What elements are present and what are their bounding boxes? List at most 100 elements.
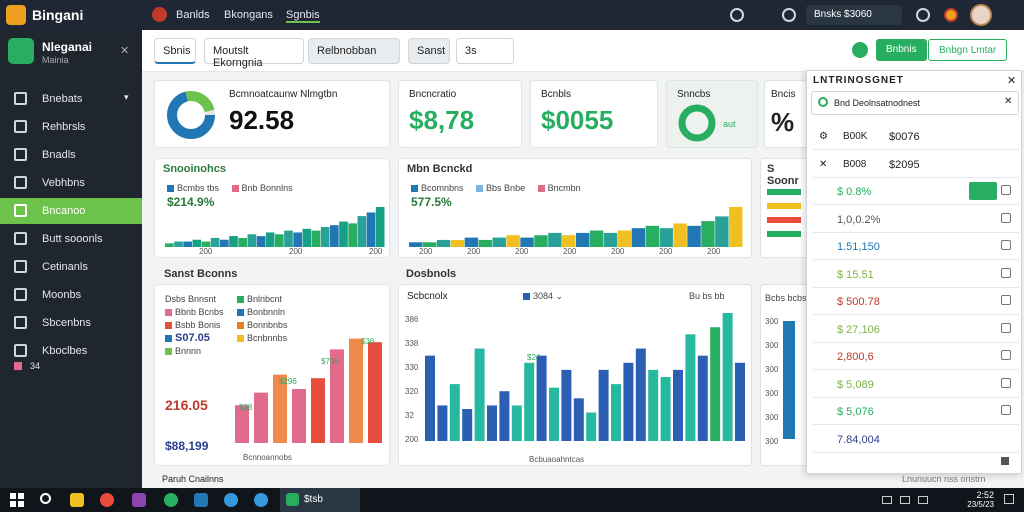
bar xyxy=(573,398,584,441)
legend-swatch xyxy=(523,293,530,301)
panel-row-label: B008 xyxy=(843,158,867,170)
panel-row[interactable]: 2,800,6 xyxy=(813,343,1019,370)
notifications-icon[interactable] xyxy=(1004,494,1014,504)
row-checkbox[interactable] xyxy=(1001,377,1011,388)
row-checkbox[interactable] xyxy=(1001,295,1011,305)
panel-row[interactable]: B008 ✕ $2095 xyxy=(813,151,1019,178)
mail-icon[interactable] xyxy=(194,493,208,507)
sidebar-item[interactable]: Butt sooonls xyxy=(0,226,142,252)
system-tray-icon[interactable] xyxy=(882,496,892,504)
app-icon[interactable] xyxy=(164,493,178,507)
row-checkbox[interactable] xyxy=(1001,350,1011,360)
select-relation[interactable]: Relbnobban xyxy=(308,38,400,64)
compass-icon[interactable] xyxy=(916,8,930,22)
active-app[interactable]: $tsb xyxy=(280,488,360,512)
nav-item-1[interactable]: Banlds xyxy=(176,9,210,21)
area-segment xyxy=(375,207,385,247)
balance-pill[interactable]: Bnsks $3060 xyxy=(806,5,902,25)
legend-label: Bonnbnbs xyxy=(247,320,288,330)
secondary-action-button[interactable]: Bnbgn Lmtar xyxy=(928,39,1008,61)
folder-icon[interactable] xyxy=(70,493,84,507)
trash-icon[interactable] xyxy=(1001,457,1009,465)
panel-title: LNTRINOSGNET xyxy=(813,75,904,86)
bar-mid-legend: 3084 ⌄ xyxy=(523,291,563,302)
search-icon[interactable] xyxy=(782,8,796,22)
legend-label: Bbs Bnbe xyxy=(486,183,526,193)
close-sidebar-icon[interactable]: ✕ xyxy=(120,45,130,57)
panel-row-value: $ 27,106 xyxy=(837,323,880,336)
panel-row[interactable]: 1,0,0.2% xyxy=(813,206,1019,233)
sidebar-item[interactable]: Rehbrsls xyxy=(0,114,142,140)
panel-row[interactable]: 7.84,004 xyxy=(813,426,1019,453)
settings-icon[interactable] xyxy=(254,493,268,507)
filter-button[interactable]: 3s xyxy=(456,38,514,64)
notification-icon[interactable] xyxy=(944,8,958,22)
row-checkbox[interactable] xyxy=(1001,240,1011,250)
sidebar-item-label: Rehbrsls xyxy=(42,121,86,133)
close-icon[interactable]: ✕ xyxy=(819,158,828,170)
legend-swatch xyxy=(165,322,172,330)
area-segment xyxy=(192,239,202,247)
refresh-icon[interactable] xyxy=(852,42,868,58)
panel-row[interactable]: $ 5,089 xyxy=(813,371,1019,398)
chevron-down-icon[interactable]: ▾ xyxy=(124,92,129,102)
sidebar-item[interactable]: Bncanoo xyxy=(0,198,142,224)
start-menu-icon[interactable] xyxy=(10,493,24,507)
area-chart-1-value: $214.9% xyxy=(167,195,215,209)
row-checkbox[interactable] xyxy=(1001,405,1011,415)
store-icon[interactable] xyxy=(132,493,146,507)
panel-row[interactable]: B00K ⚙ $0076 xyxy=(813,123,1019,150)
sidebar-item[interactable]: Bnebats ▾ xyxy=(0,86,142,112)
tab-main[interactable]: Sbnis xyxy=(154,38,196,64)
sidebar-item[interactable]: Sbcenbns xyxy=(0,310,142,336)
dashboard-icon xyxy=(14,92,27,105)
workspace-subtitle: Mainia xyxy=(42,55,69,65)
primary-action-button[interactable]: Bnbnis xyxy=(876,39,927,61)
panel-row[interactable]: $ 5,076 xyxy=(813,398,1019,425)
browser-icon[interactable] xyxy=(100,493,114,507)
panel-row[interactable]: $ 0.8% xyxy=(813,178,1019,205)
bar-mid-tag: $24 xyxy=(527,353,541,362)
edge-icon[interactable] xyxy=(224,493,238,507)
sidebar-item[interactable]: Cetinanls xyxy=(0,254,142,280)
search-icon[interactable] xyxy=(40,493,51,504)
avatar[interactable] xyxy=(970,4,992,26)
row-checkbox[interactable] xyxy=(1001,212,1011,223)
axis-tick: 200 xyxy=(707,247,721,256)
sidebar-item[interactable]: Moonbs xyxy=(0,282,142,308)
row-checkbox[interactable] xyxy=(1001,267,1011,278)
clock-time[interactable]: 2:52 xyxy=(976,490,994,500)
panel-search-input[interactable]: Bnd Deolnsatnodnest ✕ xyxy=(811,91,1019,115)
bar xyxy=(449,384,460,441)
kpi-card-3: Bcnbls $0055 xyxy=(530,80,658,148)
panel-row[interactable]: 1.51,150 xyxy=(813,233,1019,260)
bar-mid-right-label: Bu bs bb xyxy=(689,291,725,301)
start-button[interactable]: Sanst xyxy=(408,38,450,64)
panel-close-icon[interactable]: ✕ xyxy=(1007,75,1017,87)
panel-row[interactable]: $ 500.78 xyxy=(813,288,1019,315)
panel-row[interactable]: $ 27,106 xyxy=(813,316,1019,343)
volume-icon[interactable] xyxy=(918,496,928,504)
settings-icon[interactable]: ⚙ xyxy=(819,131,828,142)
nav-item-2[interactable]: Bkongans xyxy=(224,9,273,21)
row-checkbox[interactable] xyxy=(1001,185,1011,195)
toggle-button[interactable] xyxy=(969,182,997,200)
clear-search-icon[interactable]: ✕ xyxy=(1004,96,1013,107)
sidebar-item-label: Moonbs xyxy=(42,289,82,301)
clock-icon[interactable] xyxy=(730,8,744,22)
nav-item-3[interactable]: Sgnbis xyxy=(286,9,320,23)
select-company[interactable]: Moutslt Ekorngnia xyxy=(204,38,304,69)
sidebar-item[interactable]: Bnadls xyxy=(0,142,142,168)
sidebar-item[interactable]: Kboclbes xyxy=(0,338,142,364)
sidebar-item[interactable]: Vebhbns xyxy=(0,170,142,196)
row-checkbox[interactable] xyxy=(1001,322,1011,333)
panel-row-value: $ 5,089 xyxy=(837,378,874,391)
axis-tick: 200 xyxy=(369,247,383,256)
clock-date[interactable]: 23/5/23 xyxy=(967,500,994,509)
kpi-1-label: Bcmnoatcaunw Nlmgtbn xyxy=(229,89,338,100)
network-icon[interactable] xyxy=(900,496,910,504)
toolbar: Sbnis Moutslt Ekorngnia Relbnobban Sanst… xyxy=(142,30,1024,72)
area-segment xyxy=(464,237,479,247)
panel-row[interactable]: $ 15.51 xyxy=(813,261,1019,288)
nav-badge-icon[interactable] xyxy=(152,7,167,22)
